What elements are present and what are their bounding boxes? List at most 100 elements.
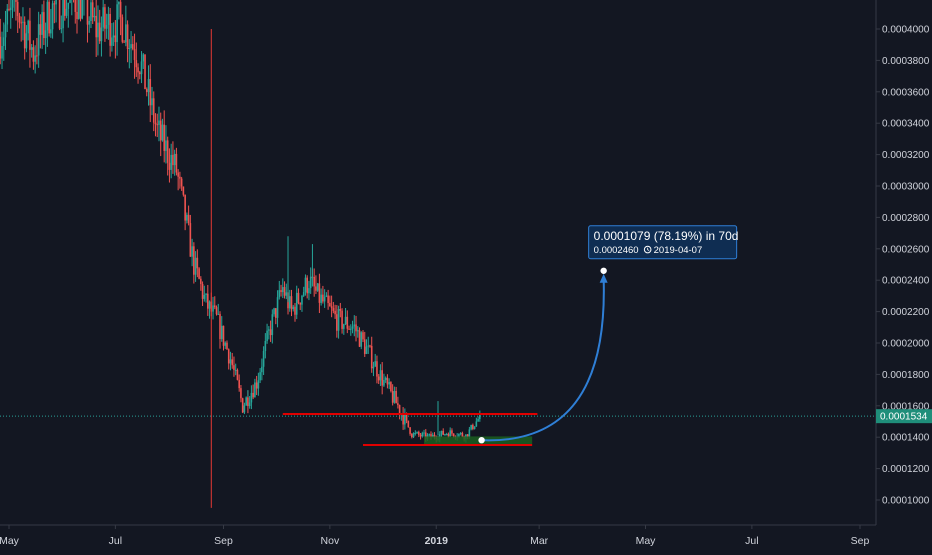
candle-body [48,1,50,34]
candle-body [419,434,422,437]
candle-body [9,7,12,11]
candle-body [208,301,211,309]
candle-body [458,433,460,437]
candle-body [294,306,296,315]
candle-body [271,314,274,336]
candle-body [398,405,401,415]
x-tick-label: Nov [321,535,340,547]
candle-body [255,382,258,389]
candle-body [370,345,373,369]
candle-body [233,365,235,370]
candle-body [290,296,293,310]
projection-end-point[interactable] [600,267,607,274]
candle-body [395,390,397,404]
candle-body [447,433,450,437]
x-tick-label: Jul [109,535,122,547]
projection-arrowhead [599,273,608,283]
candle-body [309,276,312,289]
candle-body [472,424,474,429]
y-tick-label: 0.0002000 [882,339,930,350]
candle-body [323,296,326,302]
candle-body [386,377,389,385]
candle-body [2,37,5,46]
candle-body [402,413,404,425]
candle-body [418,432,420,435]
candle-body [30,47,33,50]
accumulation-zone-box[interactable] [424,436,533,445]
y-tick-label: 0.0003400 [882,119,930,130]
candle-body [473,426,476,429]
candle-body [240,388,242,399]
candle-body [336,314,338,331]
candle-body [337,309,340,331]
y-tick-label: 0.0001200 [882,464,930,475]
candle-body [444,434,446,436]
candle-body [98,22,101,42]
candle-body [229,359,232,364]
candle-body [224,342,227,346]
candle-body [264,340,267,352]
time-axis-panel [0,525,932,550]
candle-body [470,424,472,430]
y-tick-label: 0.0002200 [882,307,930,318]
candle-body [365,346,368,354]
candle-body [51,3,54,30]
candle-body [77,0,80,20]
candle-body [299,302,302,305]
candle-body [138,72,141,75]
candle-body [362,332,364,340]
clock-icon-hands [647,247,650,251]
candle-body [125,24,127,43]
y-tick-label: 0.0003000 [882,182,930,193]
candle-body [428,434,431,436]
candle-body [144,54,146,90]
y-tick-label: 0.0003800 [882,56,930,67]
candle-body [152,98,155,123]
candle-body [121,17,124,42]
candle-body [322,294,324,302]
candle-body [179,176,181,179]
candle-body [227,349,230,364]
y-tick-label: 0.0002600 [882,244,930,255]
candle-body [351,326,354,329]
candle-body [247,397,249,407]
candle-body [177,172,179,177]
candle-body [379,370,382,381]
candle-body [440,430,443,435]
candle-body [431,434,434,438]
projection-label-main: 0.0001079 (78.19%) in 70d [594,229,739,243]
candle-body [149,79,152,106]
candle-body [100,27,103,42]
candle-body [332,308,335,311]
candle-body [360,332,363,347]
projection-start-point[interactable] [478,436,485,444]
last-price-badge[interactable] [876,409,932,424]
candle-body [243,405,246,413]
candle-body [135,60,138,68]
x-tick-label: Mar [530,535,549,547]
candle-body [466,434,469,437]
candle-body [50,29,52,34]
candle-body [81,0,84,19]
x-tick-label: May [636,535,657,547]
y-tick-label: 0.0004000 [882,25,930,36]
candle-body [353,324,356,327]
candle-body [186,214,188,221]
candle-body [102,7,104,28]
candle-body [445,433,448,435]
candle-body [409,427,411,434]
candle-body [79,0,82,19]
projection-curve[interactable] [481,278,605,442]
candle-body [118,1,120,5]
candle-body [404,413,406,425]
candle-body [241,398,244,413]
candle-body [8,8,10,11]
candle-body [175,153,178,173]
candle-body [414,432,417,434]
candle-body [196,257,199,269]
candle-body [182,186,185,195]
candle-body [93,15,96,18]
candle-body [329,303,331,307]
